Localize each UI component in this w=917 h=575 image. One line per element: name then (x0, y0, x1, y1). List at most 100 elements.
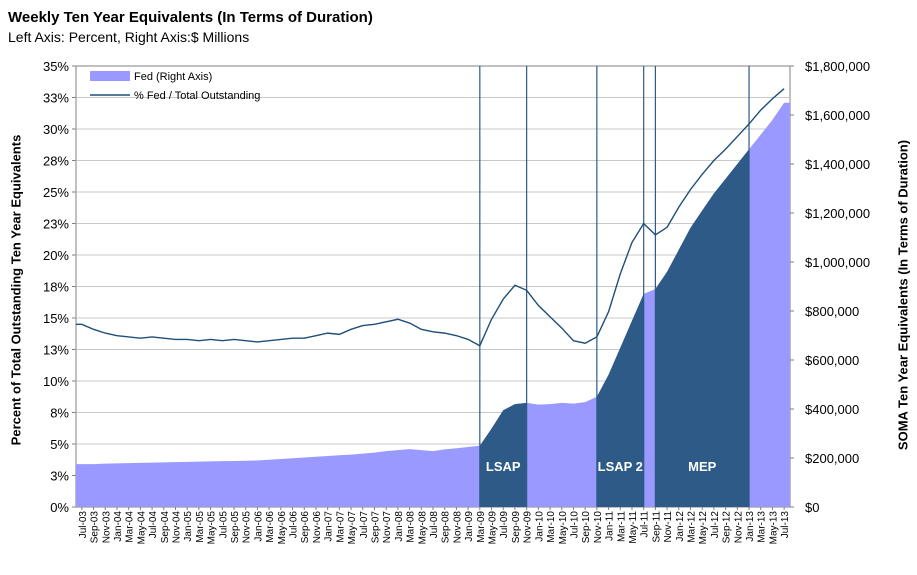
x-tick-label: Jan-08 (394, 511, 405, 542)
x-tick-label: Nov-05 (242, 511, 253, 544)
x-tick-label: Mar-08 (406, 511, 417, 543)
x-tick-label: Jan-05 (183, 511, 194, 542)
left-tick-label: 10% (43, 374, 69, 389)
x-tick-label: Jul-13 (780, 511, 791, 539)
x-tick-label: Sep-08 (441, 511, 452, 544)
right-tick-label: $400,000 (805, 402, 859, 417)
x-tick-label: Nov-09 (523, 511, 534, 544)
x-tick-label: Sep-07 (370, 511, 381, 544)
x-tick-label: May-06 (277, 511, 288, 545)
x-tick-label: Jul-09 (499, 511, 510, 539)
x-tick-label: Jan-11 (605, 511, 616, 541)
x-tick-label: Mar-09 (476, 511, 487, 543)
x-tick-label: Nov-07 (382, 511, 393, 544)
x-tick-label: May-09 (488, 511, 499, 545)
x-tick-label: Jan-06 (253, 511, 264, 542)
x-tick-label: Mar-12 (687, 511, 698, 543)
left-tick-label: 8% (50, 406, 69, 421)
right-tick-label: $800,000 (805, 304, 859, 319)
left-tick-label: 3% (50, 469, 69, 484)
right-tick-label: $1,400,000 (805, 157, 870, 172)
x-tick-label: Mar-13 (757, 511, 768, 543)
left-tick-label: 35% (43, 59, 69, 74)
highlight-label: LSAP (486, 459, 521, 474)
x-tick-label: Jan-10 (534, 511, 545, 542)
x-tick-label: May-04 (136, 511, 147, 545)
x-tick-label: Nov-04 (171, 511, 182, 544)
highlight-label: LSAP 2 (598, 459, 643, 474)
x-tick-label: Sep-04 (160, 511, 171, 544)
right-tick-label: $600,000 (805, 353, 859, 368)
x-tick-label: Nov-10 (593, 511, 604, 544)
left-tick-label: 28% (43, 154, 69, 169)
left-tick-label: 23% (43, 217, 69, 232)
right-tick-label: $200,000 (805, 451, 859, 466)
right-tick-label: $1,600,000 (805, 108, 870, 123)
x-tick-label: Nov-08 (452, 511, 463, 544)
x-tick-label: Jul-03 (78, 511, 89, 539)
x-tick-label: Jan-09 (464, 511, 475, 542)
highlight-label: MEP (688, 459, 717, 474)
x-tick-label: Mar-04 (125, 511, 136, 543)
program-highlights: LSAP LSAP 2 MEP (479, 149, 750, 508)
right-axis-ticks: $0 $200,000 $400,000 $600,000 $800,000 $1,000… (790, 59, 870, 515)
pct-line (76, 88, 785, 347)
x-tick-label: Nov-12 (733, 511, 744, 544)
highlight-lsap (479, 402, 527, 507)
left-tick-label: 15% (43, 311, 69, 326)
right-tick-label: $0 (805, 500, 819, 515)
x-tick-label: May-13 (768, 511, 779, 545)
x-tick-label: Mar-05 (195, 511, 206, 543)
x-tick-label: Jul-12 (710, 511, 721, 539)
x-tick-label: Sep-06 (300, 511, 311, 544)
legend-label-pct: % Fed / Total Outstanding (134, 90, 260, 102)
x-tick-label: May-11 (628, 511, 639, 544)
x-tick-label: Mar-07 (335, 511, 346, 543)
highlight-lsap-2 (596, 293, 644, 507)
left-tick-label: 0% (50, 500, 69, 515)
left-tick-label: 25% (43, 185, 69, 200)
left-axis-ticks: 0% 3% 5% 8% 10% 13% 15% 18% 20% 23% 25% 28% 30% 33% 35… (43, 59, 76, 515)
x-tick-label: Jan-13 (745, 511, 756, 542)
left-axis-label: Percent of Total Outstanding Ten Year Eq… (8, 134, 24, 446)
right-axis-label: SOMA Ten Year Equivalents (In Terms of D… (895, 139, 911, 451)
left-tick-label: 20% (43, 248, 69, 263)
x-tick-label: Sep-05 (230, 511, 241, 544)
pct-line-series (76, 88, 785, 347)
x-tick-label: Jan-04 (113, 511, 124, 542)
legend-swatch-fed (90, 71, 130, 81)
x-tick-label: Mar-11 (616, 511, 627, 542)
x-tick-label: Mar-06 (265, 511, 276, 543)
x-tick-label: Nov-06 (312, 511, 323, 544)
chart-subtitle: Left Axis: Percent, Right Axis:$ Million… (8, 29, 250, 45)
left-tick-label: 30% (43, 122, 69, 137)
x-tick-label: Sep-12 (722, 511, 733, 544)
right-tick-label: $1,800,000 (805, 59, 870, 74)
x-tick-label: Mar-10 (546, 511, 557, 543)
x-tick-label: Jul-07 (359, 511, 370, 539)
highlight-mep (655, 149, 750, 508)
x-tick-label: May-07 (347, 511, 358, 545)
x-tick-label: Sep-10 (581, 511, 592, 544)
x-tick-label: Jul-11 (640, 511, 651, 538)
x-tick-label: Sep-11 (651, 511, 662, 543)
x-tick-label: Jul-04 (148, 511, 159, 539)
right-tick-label: $1,200,000 (805, 206, 870, 221)
x-tick-label: Jan-12 (675, 511, 686, 542)
x-tick-label: May-05 (207, 511, 218, 545)
x-tick-label: Jul-05 (218, 511, 229, 539)
left-tick-label: 18% (43, 280, 69, 295)
left-tick-label: 5% (50, 437, 69, 452)
left-tick-label: 33% (43, 91, 69, 106)
x-tick-label: Nov-11 (663, 511, 674, 543)
x-tick-label: Jul-10 (569, 511, 580, 539)
x-tick-label: Jan-07 (324, 511, 335, 542)
x-tick-label: May-08 (417, 511, 428, 545)
x-tick-label: Sep-09 (511, 511, 522, 544)
x-tick-label: Sep-03 (90, 511, 101, 544)
x-tick-label: Jul-06 (289, 511, 300, 539)
x-axis-ticks: Jul-03 Sep-03 Nov-03 Jan-04 Mar-04 May-04 Jul-… (78, 507, 791, 544)
right-tick-label: $1,000,000 (805, 255, 870, 270)
x-tick-label: May-12 (698, 511, 709, 545)
